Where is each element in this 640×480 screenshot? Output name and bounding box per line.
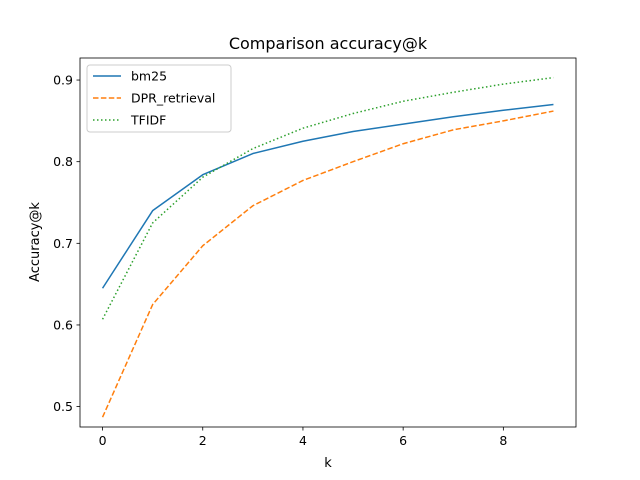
- x-tick-label: 8: [499, 433, 507, 448]
- x-tick-label: 6: [399, 433, 407, 448]
- series-line-tfidf: [101, 76, 554, 320]
- series-line-dpr-retrieval: [101, 110, 554, 418]
- y-tick-label: 0.8: [53, 154, 73, 169]
- legend-label: DPR_retrieval: [131, 91, 215, 106]
- legend-label: TFIDF: [130, 113, 166, 128]
- series-line-bm25: [101, 103, 554, 289]
- y-tick-label: 0.9: [53, 73, 73, 88]
- legend-label: bm25: [131, 69, 167, 84]
- plot-area: 0 2 4 6 8 0.5 0.6 0.7 0.8 0.9: [53, 57, 577, 448]
- plot-frame: [79, 57, 577, 428]
- y-tick-label: 0.6: [53, 317, 73, 332]
- x-tick-label: 2: [199, 433, 207, 448]
- x-tick-label: 4: [299, 433, 307, 448]
- chart-title: Comparison accuracy@k: [229, 34, 428, 53]
- x-axis-label: k: [324, 456, 332, 471]
- y-tick-label: 0.7: [53, 236, 73, 251]
- legend-box: [86, 64, 232, 133]
- y-tick-label: 0.5: [53, 399, 73, 414]
- legend: bm25 DPR_retrieval TFIDF: [86, 64, 232, 133]
- y-axis-label: Accuracy@k: [28, 202, 43, 282]
- x-tick-label: 0: [99, 433, 107, 448]
